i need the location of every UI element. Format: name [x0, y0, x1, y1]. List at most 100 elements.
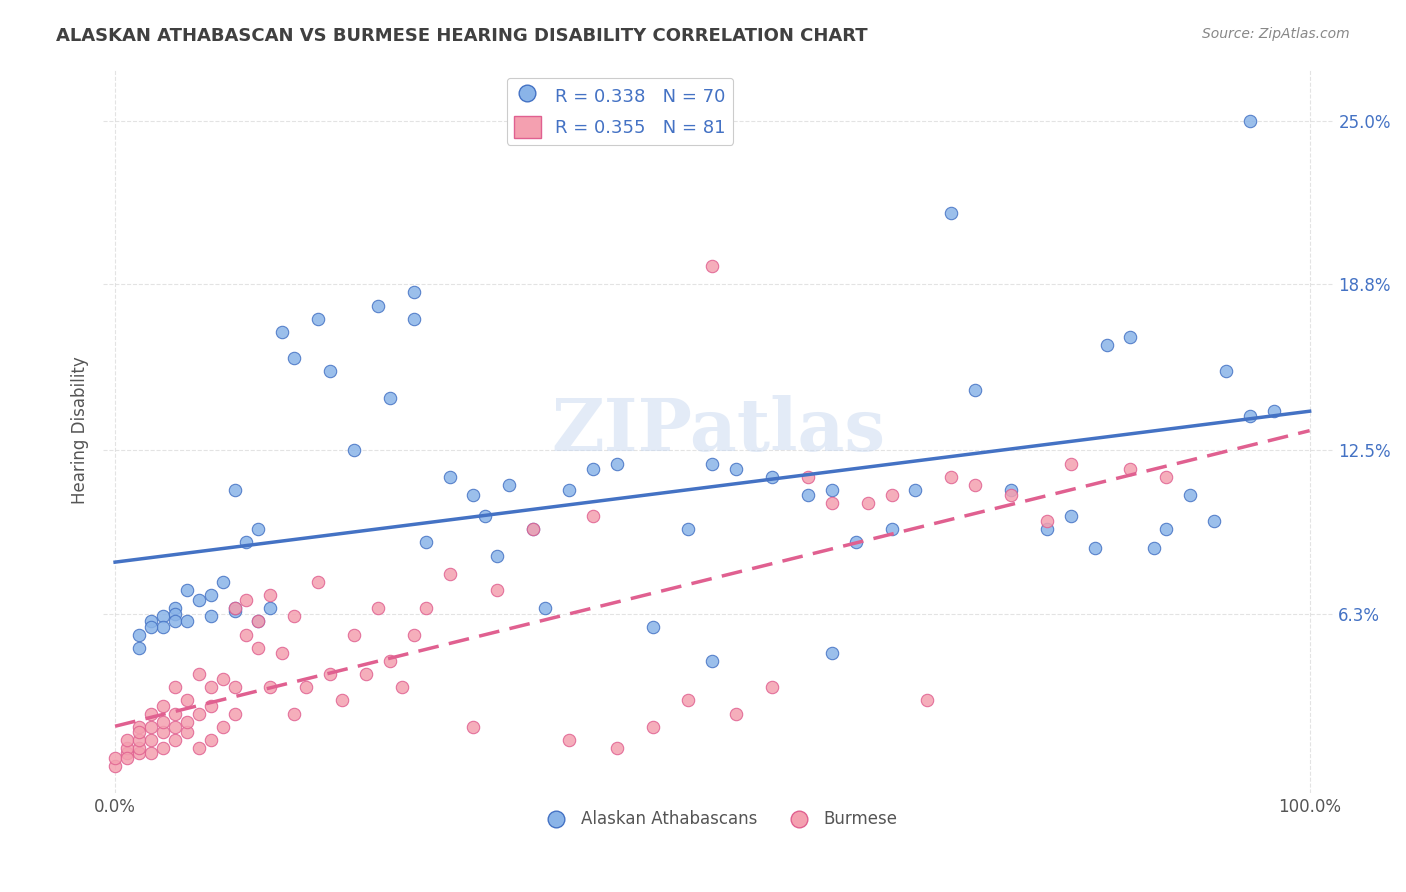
Point [295, 681, 318, 695]
Point [606, 457, 628, 471]
Point [283, 351, 305, 366]
Point [606, 740, 628, 755]
Point [247, 615, 270, 629]
Point [1263, 404, 1285, 418]
Point [880, 488, 903, 502]
Point [725, 706, 748, 721]
Point [235, 535, 257, 549]
Point [104, 759, 127, 773]
Point [391, 681, 413, 695]
Point [139, 615, 162, 629]
Point [522, 522, 544, 536]
Point [641, 620, 664, 634]
Point [139, 620, 162, 634]
Point [367, 601, 389, 615]
Point [200, 681, 222, 695]
Point [200, 609, 222, 624]
Point [152, 714, 174, 729]
Point [439, 469, 461, 483]
Point [1119, 330, 1142, 344]
Point [1060, 509, 1083, 524]
Point [1060, 457, 1083, 471]
Point [104, 751, 127, 765]
Point [235, 593, 257, 607]
Point [163, 720, 186, 734]
Point [378, 654, 401, 668]
Point [307, 574, 329, 589]
Point [163, 607, 186, 621]
Point [128, 746, 150, 760]
Point [402, 311, 425, 326]
Point [1000, 488, 1022, 502]
Point [1156, 469, 1178, 483]
Point [115, 733, 138, 747]
Point [211, 673, 233, 687]
Point [271, 325, 294, 339]
Point [330, 693, 353, 707]
Point [1143, 541, 1166, 555]
Point [187, 740, 209, 755]
Point [1084, 541, 1107, 555]
Point [211, 574, 233, 589]
Point [498, 477, 520, 491]
Point [224, 706, 246, 721]
Text: ALASKAN ATHABASCAN VS BURMESE HEARING DISABILITY CORRELATION CHART: ALASKAN ATHABASCAN VS BURMESE HEARING DI… [56, 27, 868, 45]
Point [486, 549, 509, 563]
Point [200, 588, 222, 602]
Point [917, 693, 939, 707]
Point [486, 582, 509, 597]
Point [176, 693, 198, 707]
Point [163, 615, 186, 629]
Point [821, 646, 844, 660]
Point [439, 567, 461, 582]
Point [474, 509, 496, 524]
Point [702, 654, 724, 668]
Point [319, 364, 342, 378]
Point [558, 733, 581, 747]
Point [1119, 462, 1142, 476]
Point [176, 725, 198, 739]
Point [402, 285, 425, 300]
Point [224, 601, 246, 615]
Point [128, 725, 150, 739]
Point [1156, 522, 1178, 536]
Point [534, 601, 557, 615]
Point [1239, 409, 1261, 423]
Point [139, 706, 162, 721]
Point [522, 522, 544, 536]
Point [821, 496, 844, 510]
Point [152, 609, 174, 624]
Point [582, 462, 605, 476]
Point [128, 733, 150, 747]
Point [224, 604, 246, 618]
Legend: Alaskan Athabascans, Burmese: Alaskan Athabascans, Burmese [533, 804, 904, 835]
Point [821, 483, 844, 497]
Point [558, 483, 581, 497]
Point [702, 259, 724, 273]
Point [1215, 364, 1237, 378]
Point [725, 462, 748, 476]
Point [139, 746, 162, 760]
Point [343, 443, 366, 458]
Point [224, 601, 246, 615]
Point [965, 383, 987, 397]
Point [367, 298, 389, 312]
Point [678, 693, 700, 707]
Point [176, 615, 198, 629]
Point [163, 681, 186, 695]
Point [880, 522, 903, 536]
Point [187, 667, 209, 681]
Point [797, 469, 820, 483]
Point [128, 720, 150, 734]
Point [283, 706, 305, 721]
Point [1178, 488, 1201, 502]
Point [415, 601, 437, 615]
Point [1095, 338, 1118, 352]
Point [378, 391, 401, 405]
Point [1239, 114, 1261, 128]
Point [152, 620, 174, 634]
Point [259, 681, 281, 695]
Point [343, 628, 366, 642]
Point [463, 488, 485, 502]
Point [761, 469, 783, 483]
